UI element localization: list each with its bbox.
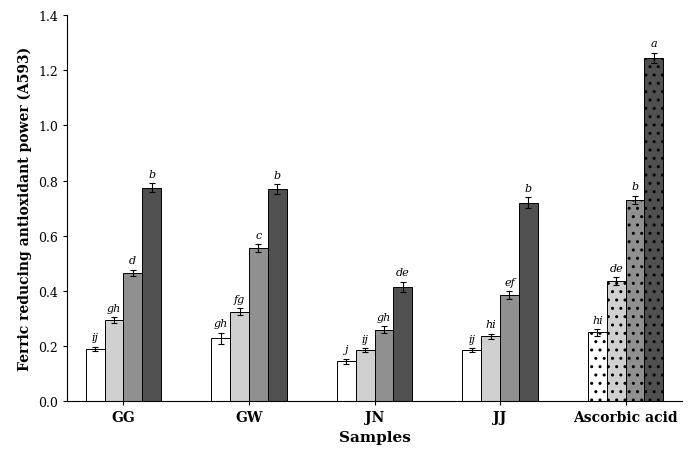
Bar [104,320,123,401]
Bar [588,333,607,401]
Bar [249,249,268,401]
Text: a: a [651,40,657,50]
Text: ef: ef [504,277,515,287]
Text: b: b [148,170,155,180]
Text: ij: ij [468,334,475,344]
Bar [607,282,626,401]
Bar [212,339,230,401]
Bar [481,337,500,401]
Text: c: c [255,230,262,240]
Text: de: de [609,263,623,273]
Bar [462,350,481,401]
Text: gh: gh [377,312,391,322]
Text: hi: hi [485,319,496,329]
Text: de: de [396,268,410,278]
Text: fg: fg [234,294,245,304]
Text: b: b [525,183,532,193]
Bar [644,59,663,401]
Text: hi: hi [592,315,603,325]
Bar [123,273,142,401]
Text: b: b [274,170,280,180]
Bar [268,189,287,401]
Text: gh: gh [107,303,121,313]
Bar [142,188,161,401]
Text: d: d [129,256,136,266]
Text: ij: ij [92,333,99,343]
Bar [356,350,374,401]
X-axis label: Samples: Samples [338,430,411,444]
Bar [626,201,644,401]
Bar [374,330,393,401]
Bar [500,295,519,401]
Text: gh: gh [214,319,228,329]
Bar [230,312,249,401]
Text: b: b [631,182,639,192]
Bar [337,362,356,401]
Bar [393,287,412,401]
Bar [86,349,104,401]
Y-axis label: Ferric reducing antioxidant power (A593): Ferric reducing antioxidant power (A593) [18,47,33,370]
Bar [519,203,538,401]
Text: j: j [345,344,348,354]
Text: ij: ij [362,334,369,344]
